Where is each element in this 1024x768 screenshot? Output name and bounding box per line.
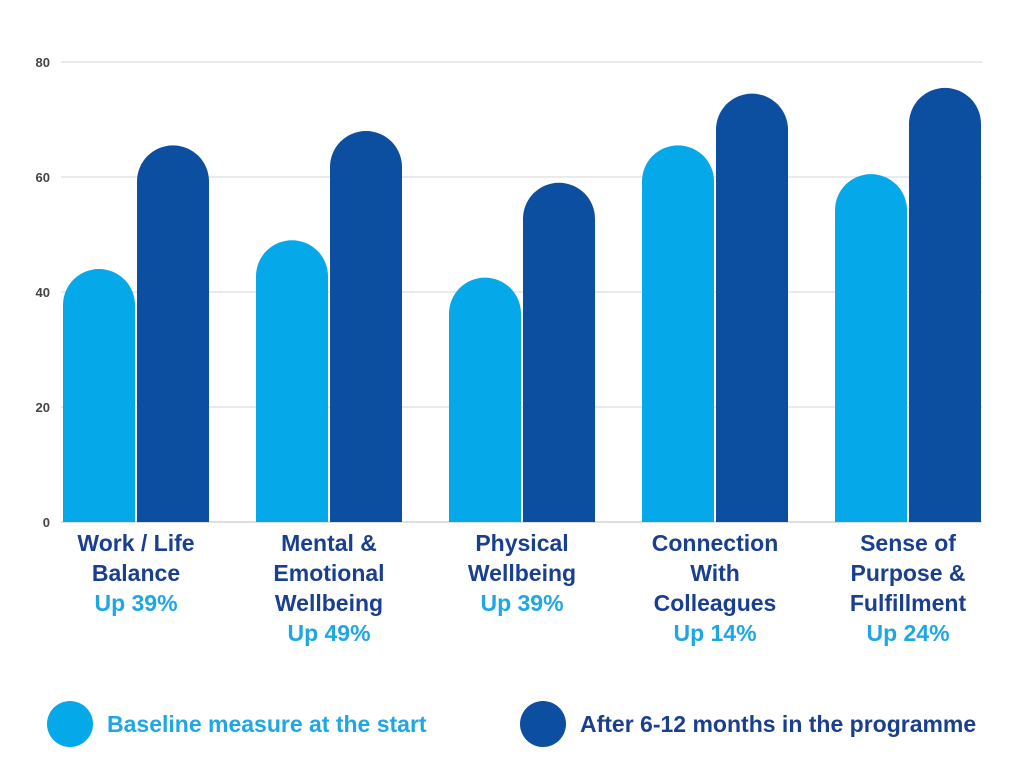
category-label-line: Colleagues <box>653 590 777 616</box>
category-label: Physical Wellbeing Up 39% <box>437 528 607 618</box>
category-label-line: Purpose & <box>850 560 966 586</box>
legend-swatch <box>47 701 93 747</box>
change-label: Up 39% <box>480 590 564 616</box>
bar-baseline <box>642 145 714 522</box>
category-label-line: Sense of <box>860 530 956 556</box>
category-label-line: Work / Life <box>77 530 195 556</box>
category-label: Connection With Colleagues Up 14% <box>630 528 800 648</box>
bar-baseline <box>63 269 135 522</box>
legend-item: After 6-12 months in the programme <box>520 700 976 748</box>
category-label-line: Mental & <box>281 530 377 556</box>
category-label: Work / Life Balance Up 39% <box>51 528 221 618</box>
legend-label: After 6-12 months in the programme <box>580 710 977 737</box>
category-label-line: Emotional <box>273 560 385 586</box>
category-label-line: Wellbeing <box>467 560 577 586</box>
y-tick-label: 20 <box>36 400 50 415</box>
y-tick-label: 0 <box>43 515 50 530</box>
bar-baseline <box>449 277 521 522</box>
change-label: Up 24% <box>866 620 950 646</box>
bar-after <box>716 93 788 522</box>
legend-item: Baseline measure at the start <box>47 700 427 748</box>
y-tick-label: 40 <box>36 285 50 300</box>
bar-after <box>909 87 981 522</box>
category-label-line: Connection <box>651 530 779 556</box>
category-label-line: With <box>690 560 740 586</box>
bar-after <box>137 145 209 522</box>
y-tick-label: 80 <box>36 55 50 70</box>
change-label: Up 14% <box>673 620 757 646</box>
change-label: Up 39% <box>94 590 178 616</box>
change-label: Up 49% <box>287 620 371 646</box>
legend-label: Baseline measure at the start <box>107 710 427 737</box>
bar-after <box>330 131 402 522</box>
category-label: Sense of Purpose & Fulfillment Up 24% <box>823 528 993 648</box>
bar-after <box>523 182 595 522</box>
category-label-line: Wellbeing <box>274 590 384 616</box>
bar-baseline <box>835 174 907 523</box>
bar-baseline <box>256 240 328 522</box>
legend-swatch <box>520 701 566 747</box>
category-label-line: Balance <box>91 560 181 586</box>
category-label-line: Fulfillment <box>849 590 967 616</box>
category-label: Mental & Emotional Wellbeing Up 49% <box>244 528 414 648</box>
y-tick-label: 60 <box>36 170 50 185</box>
category-label-line: Physical <box>475 530 569 556</box>
